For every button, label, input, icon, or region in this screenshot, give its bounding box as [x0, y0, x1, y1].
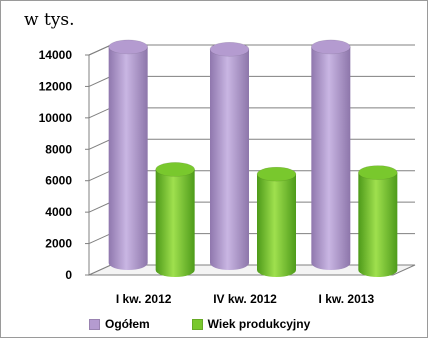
y-tick-label: 14000: [39, 48, 73, 62]
x-axis-ticks: I kw. 2012 IV kw. 2012 I kw. 2013: [116, 292, 375, 306]
legend-label-wiek-produkcyjny: Wiek produkcyjny: [207, 317, 311, 331]
bar-wiek-produkcyjny-1: [256, 166, 297, 277]
legend-item-ogolem: Ogółem: [89, 317, 150, 331]
y-tick-label: 0: [65, 268, 72, 282]
side-wall: [88, 44, 112, 276]
bar-ogolem-2: [311, 39, 351, 270]
bar-top: [358, 165, 398, 180]
bar-top: [256, 166, 297, 182]
bar-body: [155, 169, 195, 277]
bar-ogolem-1: [209, 41, 250, 271]
y-tick-label: 8000: [45, 142, 72, 156]
x-tick-label: I kw. 2012: [116, 292, 172, 306]
y-tick-label: 6000: [45, 174, 72, 188]
bar-body: [311, 46, 351, 270]
bar-wiek-produkcyjny-2: [358, 165, 398, 277]
bar-body: [108, 46, 148, 270]
bar-top: [209, 41, 250, 57]
y-tick-label: 2000: [45, 237, 72, 251]
bar-body: [210, 49, 249, 271]
bar-top: [108, 39, 148, 55]
bar-top: [155, 162, 195, 177]
y-tick-label: 10000: [39, 111, 73, 125]
bar-body: [358, 172, 398, 277]
legend: Ogółem Wiek produkcyjny: [89, 315, 310, 333]
y-tick-label: 12000: [39, 79, 73, 93]
bar-ogolem-0: [108, 39, 148, 270]
legend-swatch-ogolem: [89, 318, 100, 330]
y-tick-label: 4000: [45, 205, 72, 219]
bar-top: [311, 39, 351, 55]
x-tick-label: I kw. 2013: [319, 292, 375, 306]
x-tick-label: IV kw. 2012: [213, 292, 277, 306]
bars: [108, 39, 398, 277]
y-axis-ticks: 0 2000 4000 6000 8000 10000 12000 14000: [39, 48, 73, 282]
bar-wiek-produkcyjny-0: [155, 162, 195, 277]
unit-label: w tys.: [24, 10, 75, 30]
legend-label-ogolem: Ogółem: [105, 317, 150, 331]
legend-item-wiek-produkcyjny: Wiek produkcyjny: [191, 317, 311, 331]
bar-body: [257, 174, 296, 277]
legend-swatch-wiek-produkcyjny: [191, 318, 203, 330]
